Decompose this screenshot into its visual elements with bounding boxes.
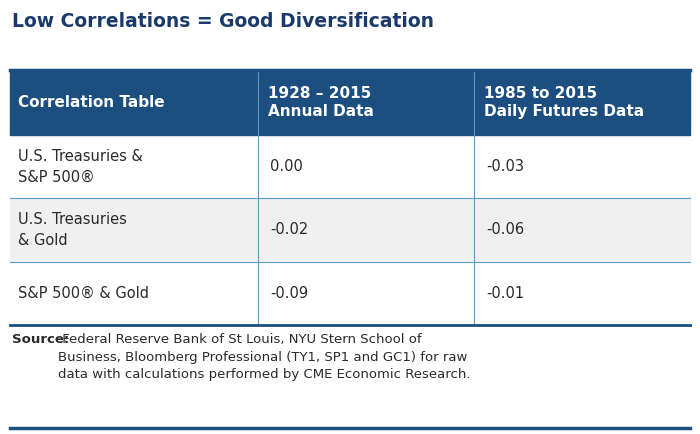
Text: U.S. Treasuries &
S&P 500®: U.S. Treasuries & S&P 500® — [18, 149, 143, 184]
Text: Low Correlations = Good Diversification: Low Correlations = Good Diversification — [12, 12, 434, 31]
Text: U.S. Treasuries
& Gold: U.S. Treasuries & Gold — [18, 212, 127, 248]
Text: -0.01: -0.01 — [486, 286, 524, 301]
Text: -0.06: -0.06 — [486, 223, 524, 237]
Bar — [10, 70, 690, 135]
Text: 1985 to 2015
Daily Futures Data: 1985 to 2015 Daily Futures Data — [484, 85, 645, 119]
Text: Correlation Table: Correlation Table — [18, 95, 164, 110]
Text: Federal Reserve Bank of St Louis, NYU Stern School of
Business, Bloomberg Profes: Federal Reserve Bank of St Louis, NYU St… — [58, 333, 470, 381]
Text: S&P 500® & Gold: S&P 500® & Gold — [18, 286, 149, 301]
Text: -0.09: -0.09 — [270, 286, 308, 301]
Bar — [10, 198, 690, 262]
Text: -0.03: -0.03 — [486, 159, 524, 174]
Bar — [10, 135, 690, 198]
Text: 1928 – 2015
Annual Data: 1928 – 2015 Annual Data — [268, 85, 374, 119]
Text: -0.02: -0.02 — [270, 223, 309, 237]
Text: 0.00: 0.00 — [270, 159, 303, 174]
Text: Source:: Source: — [12, 333, 69, 346]
Bar — [10, 262, 690, 325]
